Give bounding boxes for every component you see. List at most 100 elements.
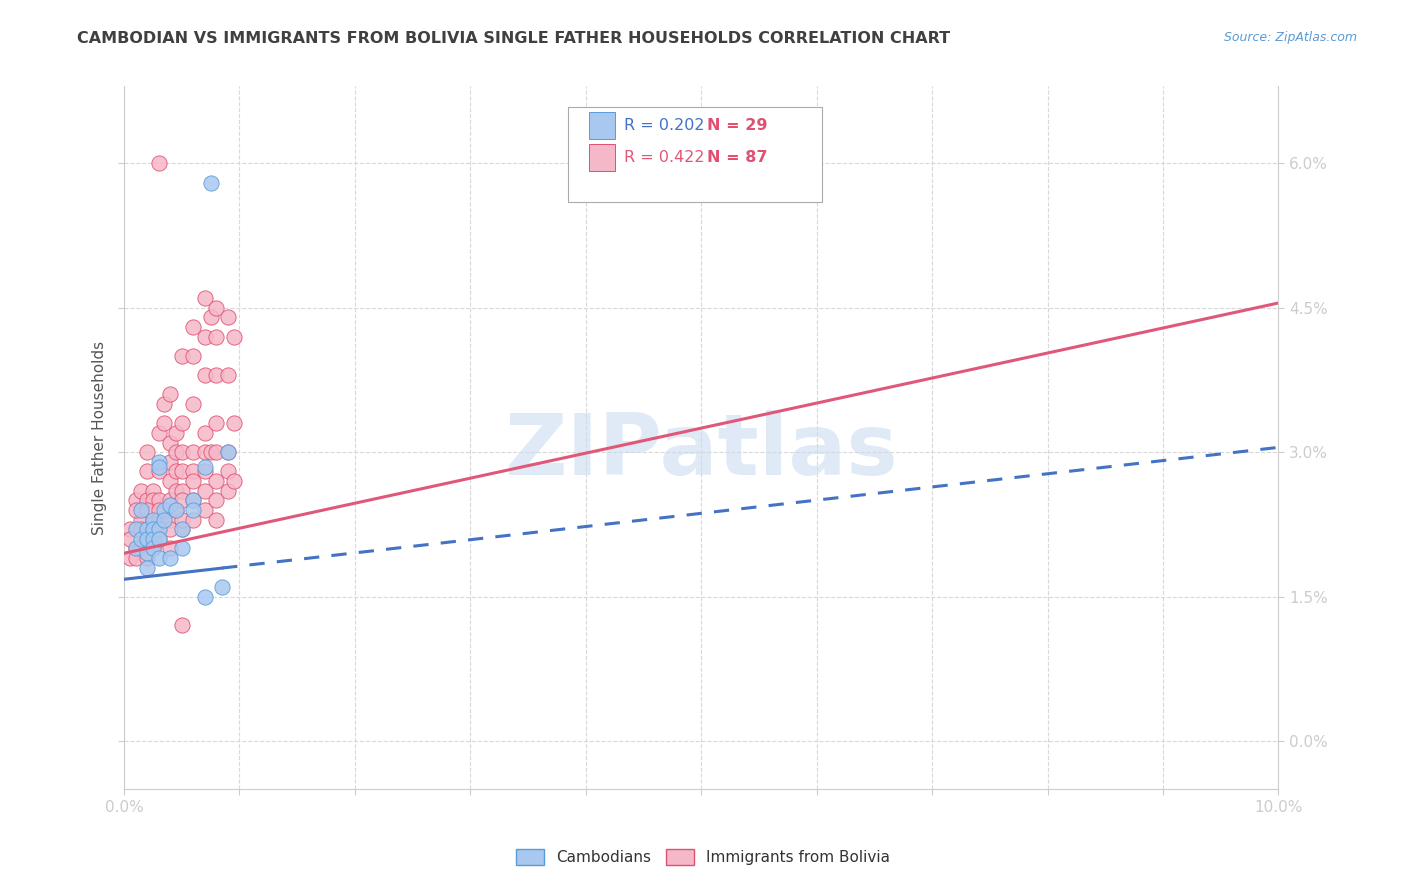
Point (148, 512, 170, 526)
Point (194, 483, 217, 498)
Point (136, 532, 159, 546)
Point (148, 156, 170, 170)
Point (148, 459, 170, 474)
Point (159, 522, 181, 536)
Point (170, 522, 193, 536)
Point (148, 465, 170, 479)
Point (181, 445, 204, 459)
Text: ZIPatlas: ZIPatlas (505, 410, 898, 493)
Point (124, 541, 146, 556)
Point (170, 541, 193, 556)
Point (118, 522, 141, 536)
Point (170, 493, 193, 508)
Point (148, 455, 170, 469)
Text: N = 87: N = 87 (707, 150, 768, 165)
Point (194, 368, 217, 383)
Point (153, 512, 176, 526)
Point (181, 397, 204, 411)
Point (124, 493, 146, 508)
Point (131, 512, 153, 526)
FancyBboxPatch shape (568, 107, 823, 202)
Point (131, 522, 153, 536)
Y-axis label: Single Father Households: Single Father Households (93, 341, 107, 535)
Point (170, 465, 193, 479)
Point (148, 532, 170, 546)
Point (165, 503, 187, 517)
Point (136, 522, 159, 536)
Legend: Cambodians, Immigrants from Bolivia: Cambodians, Immigrants from Bolivia (510, 843, 896, 871)
Point (131, 503, 153, 517)
Point (222, 417, 245, 431)
Point (170, 445, 193, 459)
Point (205, 368, 228, 383)
Point (136, 522, 159, 536)
Point (142, 522, 165, 536)
Point (170, 483, 193, 498)
Point (142, 532, 165, 546)
Point (131, 503, 153, 517)
Point (142, 541, 165, 556)
Point (194, 465, 217, 479)
Point (131, 532, 153, 546)
Point (205, 493, 228, 508)
Point (148, 551, 170, 566)
Point (170, 417, 193, 431)
Point (159, 435, 181, 450)
Point (205, 445, 228, 459)
Point (165, 483, 187, 498)
Point (205, 417, 228, 431)
Point (170, 618, 193, 632)
Point (200, 176, 222, 190)
Point (170, 512, 193, 526)
Point (136, 560, 159, 574)
Point (136, 546, 159, 560)
Point (142, 522, 165, 536)
Point (148, 522, 170, 536)
Point (200, 445, 222, 459)
Point (142, 493, 165, 508)
Point (153, 417, 176, 431)
Point (205, 512, 228, 526)
Point (142, 483, 165, 498)
Point (194, 291, 217, 305)
Point (136, 465, 159, 479)
Point (148, 493, 170, 508)
Point (181, 512, 204, 526)
Point (159, 498, 181, 512)
Point (142, 512, 165, 526)
Point (165, 425, 187, 440)
Point (118, 551, 141, 566)
Point (181, 349, 204, 363)
Point (131, 541, 153, 556)
Point (194, 503, 217, 517)
Point (136, 551, 159, 566)
Point (222, 474, 245, 488)
Point (205, 301, 228, 315)
Point (159, 387, 181, 401)
Point (165, 503, 187, 517)
Point (159, 455, 181, 469)
Point (124, 503, 146, 517)
Point (124, 522, 146, 536)
Point (194, 445, 217, 459)
Text: R = 0.422: R = 0.422 (624, 150, 704, 165)
Point (217, 483, 239, 498)
Point (211, 580, 233, 594)
Point (181, 493, 204, 508)
Text: N = 29: N = 29 (707, 119, 768, 133)
Point (136, 503, 159, 517)
Point (159, 512, 181, 526)
Point (148, 522, 170, 536)
Point (181, 493, 204, 508)
Point (194, 329, 217, 343)
Text: Source: ZipAtlas.com: Source: ZipAtlas.com (1223, 31, 1357, 45)
Point (217, 310, 239, 325)
Point (217, 445, 239, 459)
Point (159, 551, 181, 566)
Point (194, 590, 217, 604)
Point (148, 425, 170, 440)
Point (142, 541, 165, 556)
Point (170, 349, 193, 363)
Point (159, 493, 181, 508)
Point (136, 445, 159, 459)
